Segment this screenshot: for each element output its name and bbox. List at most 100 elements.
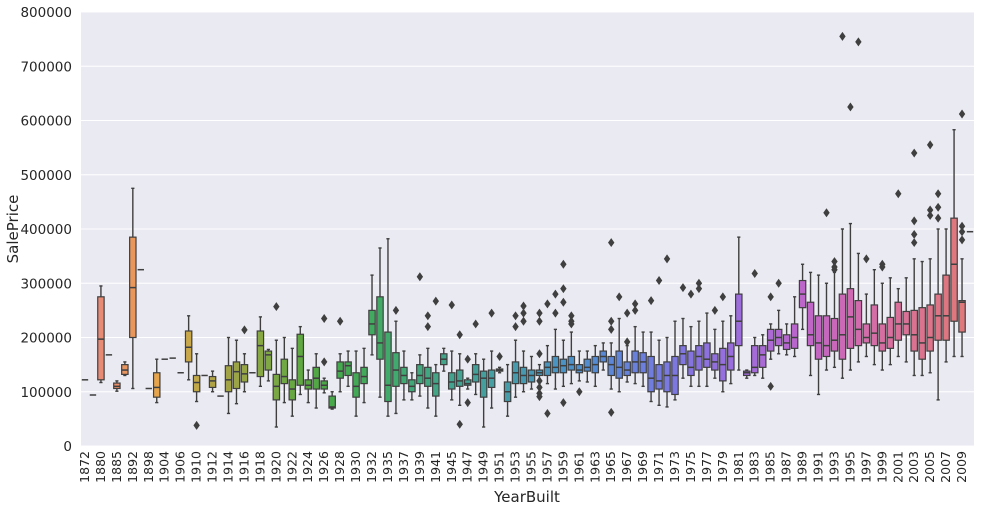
box-iqr xyxy=(447,372,456,390)
box-1955 xyxy=(527,355,536,390)
outlier-point xyxy=(647,296,655,306)
outlier-point xyxy=(767,381,774,391)
x-tick-label: 1949 xyxy=(476,451,491,483)
box-1982 xyxy=(742,369,751,379)
box-iqr xyxy=(894,301,903,341)
outlier-point xyxy=(719,292,727,302)
outlier-point xyxy=(631,299,639,309)
box-1923 xyxy=(296,325,305,396)
box-iqr xyxy=(846,288,855,349)
box-1960 xyxy=(567,311,576,385)
box-iqr xyxy=(942,274,950,341)
box-1950 xyxy=(487,308,496,409)
x-tick-label: 1947 xyxy=(460,451,475,483)
box-iqr xyxy=(950,217,958,322)
box-1885 xyxy=(113,380,121,392)
x-tick-label: 1965 xyxy=(603,451,618,483)
x-tick-label: 1941 xyxy=(428,451,443,483)
outlier-point xyxy=(241,325,248,335)
box-iqr xyxy=(360,366,368,385)
x-tick-label: 1935 xyxy=(380,451,395,483)
box-iqr xyxy=(878,323,887,352)
outlier-point xyxy=(934,213,942,223)
box-1976 xyxy=(695,278,703,388)
outlier-point xyxy=(926,205,934,215)
x-tick-label: 1971 xyxy=(651,451,666,483)
outlier-point xyxy=(520,308,527,318)
outlier-point xyxy=(879,262,886,272)
x-tick-label: 1928 xyxy=(332,451,347,483)
box-iqr xyxy=(336,361,344,379)
y-tick-labels: 0 100000 200000 300000 400000 500000 600000 700… xyxy=(20,5,72,455)
box-1931 xyxy=(360,347,368,404)
outlier-point xyxy=(520,316,527,326)
box-iqr xyxy=(934,293,942,341)
x-tick-label: 1993 xyxy=(826,451,841,483)
box-iqr xyxy=(886,316,895,349)
outlier-point xyxy=(623,308,631,318)
box-1936 xyxy=(392,305,400,415)
box-1922 xyxy=(288,347,297,417)
outlier-point xyxy=(608,324,615,334)
box-iqr xyxy=(822,315,831,358)
box-iqr xyxy=(352,372,360,398)
box-iqr xyxy=(471,364,480,383)
outlier-point xyxy=(424,322,432,332)
outlier-point xyxy=(687,289,695,299)
outlier-point xyxy=(608,407,615,417)
box-1983 xyxy=(750,269,759,377)
outlier-point xyxy=(911,238,918,248)
box-1948 xyxy=(471,319,480,396)
box-1969 xyxy=(639,331,647,388)
outlier-point xyxy=(520,301,527,311)
x-tick-label: 1920 xyxy=(268,451,283,483)
box-1989 xyxy=(798,263,807,331)
box-1919 xyxy=(264,348,273,382)
box-iqr xyxy=(384,331,392,403)
x-tick-label: 1967 xyxy=(619,451,634,483)
box-2004 xyxy=(918,260,926,377)
outlier-point xyxy=(320,357,328,367)
outlier-point xyxy=(615,292,623,302)
box-1945 xyxy=(447,300,456,401)
outlier-point xyxy=(855,37,862,47)
box-1937 xyxy=(400,350,408,401)
outlier-point xyxy=(568,311,575,321)
x-tick-label: 1939 xyxy=(412,451,427,483)
box-1900 xyxy=(152,358,161,404)
box-1918 xyxy=(256,316,265,388)
box-iqr xyxy=(902,310,911,336)
box-iqr xyxy=(958,300,966,333)
outlier-point xyxy=(472,319,479,329)
box-1980 xyxy=(727,315,735,385)
box-1981 xyxy=(735,236,743,371)
outlier-point xyxy=(432,296,440,306)
outlier-point xyxy=(911,229,918,239)
outlier-point xyxy=(536,382,543,392)
x-tick-label: 1910 xyxy=(189,451,204,483)
box-1985 xyxy=(766,292,775,391)
x-tick-label: 1979 xyxy=(715,451,730,483)
x-tick-label: 1995 xyxy=(842,451,857,483)
outlier-point xyxy=(536,349,543,359)
box-iqr xyxy=(679,345,687,366)
box-iqr xyxy=(264,350,273,371)
y-tick-label: 700000 xyxy=(20,59,72,75)
box-iqr xyxy=(639,352,647,374)
box-1961 xyxy=(575,350,584,397)
outlier-point xyxy=(608,316,615,326)
box-1987 xyxy=(782,323,791,356)
x-tick-label: 1963 xyxy=(587,451,602,483)
box-iqr xyxy=(910,309,918,352)
box-1999 xyxy=(878,259,887,371)
box-2005 xyxy=(926,140,934,374)
x-tick-label: 1997 xyxy=(858,451,873,483)
box-iqr xyxy=(782,334,791,351)
box-iqr xyxy=(838,293,847,360)
x-tick-label: 1945 xyxy=(444,451,459,483)
outlier-point xyxy=(496,352,503,361)
outlier-point xyxy=(560,259,567,269)
box-iqr xyxy=(184,330,193,363)
x-tick-label: 1937 xyxy=(396,451,411,483)
box-1880 xyxy=(97,285,105,384)
